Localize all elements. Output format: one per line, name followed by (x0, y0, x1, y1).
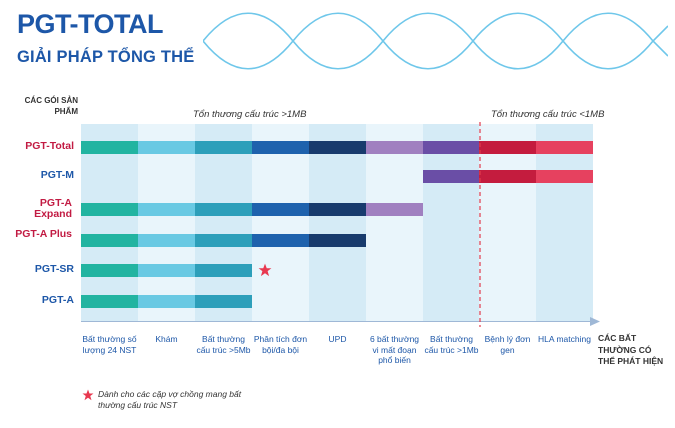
grid-column-bg (479, 124, 536, 321)
coverage-bar (138, 263, 195, 277)
column-label: Khám (155, 334, 178, 344)
wave-strand-a (203, 12, 668, 70)
coverage-bar (138, 294, 195, 308)
coverage-bar (423, 140, 480, 154)
star-icon (258, 263, 272, 277)
grid-column-bg (366, 124, 423, 321)
x-axis-arrow-icon (590, 317, 600, 326)
products-axis-title: CÁC GÓI SẢN PHẨM (24, 96, 78, 116)
coverage-bar (195, 233, 252, 247)
coverage-bar (195, 263, 252, 277)
coverage-grid (81, 124, 593, 321)
coverage-bar (479, 140, 536, 154)
product-label: PGT-A (41, 294, 74, 306)
coverage-bar (138, 202, 195, 216)
x-axis-line (81, 321, 593, 322)
coverage-bar (309, 140, 366, 154)
coverage-bar (536, 140, 593, 154)
note-star-icon (82, 389, 94, 401)
column-label: HLA matching (538, 334, 591, 344)
wave-strand-b (203, 12, 668, 70)
coverage-bar (309, 202, 366, 216)
page-subtitle: GIẢI PHÁP TỔNG THỂ (17, 48, 195, 66)
grid-column-bg (195, 124, 252, 321)
grid-column-bg (309, 124, 366, 321)
column-label: 6 bất thường vi mất đoạn phổ biến (369, 334, 420, 365)
footnote: Dành cho các cặp vợ chồng mang bất thườn… (98, 389, 242, 410)
column-label: Bệnh lý đơn gen (484, 334, 531, 355)
coverage-bar (81, 263, 138, 277)
coverage-bar (479, 169, 536, 183)
column-label: Bất thường cấu trúc >1Mb (424, 334, 479, 355)
grid-column-bg (252, 124, 309, 321)
product-label: PGT-A Expand (34, 197, 72, 220)
grid-column-bg (423, 124, 480, 321)
coverage-bar (138, 233, 195, 247)
product-label: PGT-Total (25, 140, 74, 152)
coverage-bar (252, 233, 309, 247)
coverage-bar (195, 294, 252, 308)
range-label-small: Tổn thương cấu trúc <1MB (491, 109, 605, 120)
column-label: UPD (328, 334, 347, 344)
coverage-bar (138, 140, 195, 154)
range-divider-line (479, 122, 481, 327)
grid-column-bg (138, 124, 195, 321)
page-title: PGT-TOTAL (17, 9, 164, 39)
x-axis-title: CÁC BẤT THƯỜNG CÓ THỂ PHÁT HIỆN (598, 333, 664, 366)
coverage-bar (309, 233, 366, 247)
row-labels: PGT-Total PGT-M PGT-A Expand PGT-A Plus PGT-… (0, 0, 78, 428)
coverage-bar (366, 140, 423, 154)
coverage-bar (81, 202, 138, 216)
coverage-bar (252, 140, 309, 154)
coverage-bar (195, 140, 252, 154)
column-label: Phân tích đơn bội/đa bội (253, 334, 308, 355)
coverage-bar (536, 169, 593, 183)
coverage-bar (81, 294, 138, 308)
range-label-large: Tổn thương cấu trúc >1MB (193, 109, 307, 120)
coverage-bar (423, 169, 480, 183)
coverage-bar (195, 202, 252, 216)
product-label: PGT-A Plus (15, 228, 72, 240)
coverage-bar (252, 202, 309, 216)
product-label: PGT-SR (34, 263, 74, 275)
coverage-bar (366, 202, 423, 216)
column-label: Bất thường số lượng 24 NST (82, 334, 137, 355)
coverage-bar (81, 140, 138, 154)
grid-column-bg (81, 124, 138, 321)
product-label: PGT-M (40, 169, 74, 181)
coverage-bar (81, 233, 138, 247)
dna-wave-decoration (203, 12, 668, 70)
grid-column-bg (536, 124, 593, 321)
column-label: Bất thường cấu trúc >5Mb (196, 334, 251, 355)
